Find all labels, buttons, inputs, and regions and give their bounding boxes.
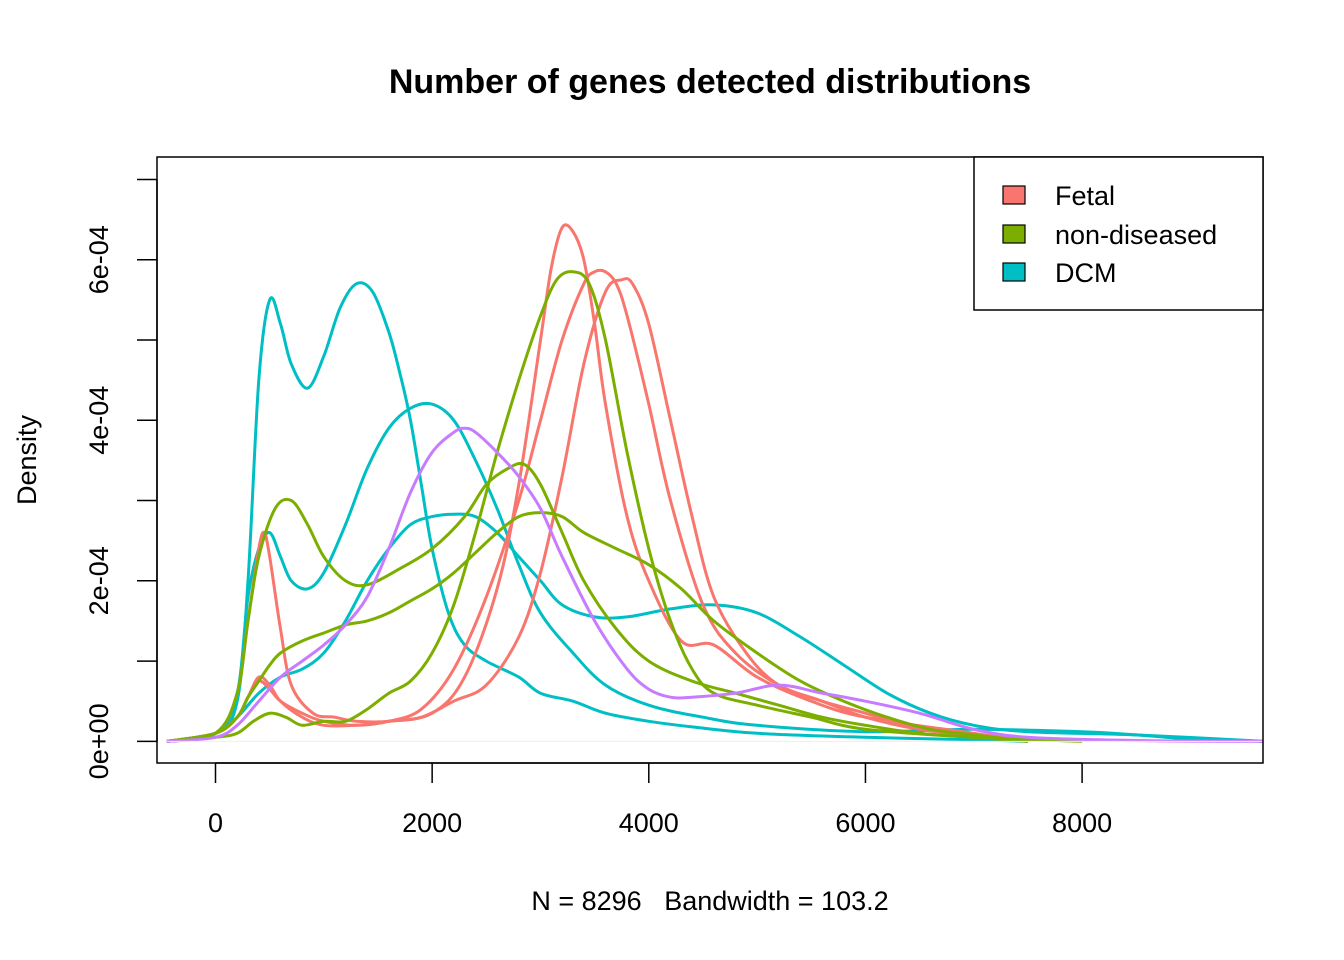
- density-line-dcm-2: [166, 401, 1264, 743]
- y-tick-label: 2e-04: [84, 546, 114, 615]
- legend-swatch-non-diseased: [1002, 224, 1026, 244]
- y-tick-label: 6e-04: [84, 225, 114, 294]
- series-layer: [166, 223, 1264, 743]
- density-line-dcm-1: [166, 281, 1028, 743]
- y-tick-label: 0e+00: [84, 703, 114, 779]
- legend-swatch-dcm: [1002, 262, 1026, 282]
- density-line-fetal-1: [166, 223, 1029, 743]
- x-tick-label: 8000: [1052, 808, 1112, 838]
- density-line-non-diseased-2: [166, 511, 1029, 743]
- chart-title: Number of genes detected distributions: [389, 63, 1031, 101]
- legend-label-dcm: DCM: [1055, 258, 1117, 288]
- density-line-non-diseased-1: [166, 461, 1028, 743]
- y-tick-label: 4e-04: [84, 386, 114, 455]
- x-tick-label: 6000: [835, 808, 895, 838]
- legend-entry-dcm: DCM: [1002, 258, 1117, 288]
- density-line-fetal-3: [166, 277, 1029, 743]
- density-line-dcm-3: [166, 512, 1264, 743]
- density-line-other-1: [166, 426, 1264, 743]
- x-tick-label: 2000: [402, 808, 462, 838]
- x-tick-label: 4000: [619, 808, 679, 838]
- legend: Fetal non-diseased DCM: [973, 156, 1264, 311]
- x-axis-label: N = 8296 Bandwidth = 103.2: [531, 886, 888, 916]
- y-axis-label: Density: [12, 414, 42, 505]
- legend-swatch-fetal: [1002, 185, 1026, 205]
- y-axis: 0e+00 2e-04 4e-04 6e-04: [84, 178, 158, 779]
- legend-box: [973, 156, 1264, 311]
- legend-entry-fetal: Fetal: [1002, 181, 1115, 211]
- x-axis: 0 2000 4000 6000 8000: [208, 762, 1112, 838]
- legend-entry-non-diseased: non-diseased: [1002, 220, 1217, 250]
- x-tick-label: 0: [208, 808, 223, 838]
- legend-label-non-diseased: non-diseased: [1055, 220, 1217, 250]
- legend-label-fetal: Fetal: [1055, 181, 1115, 211]
